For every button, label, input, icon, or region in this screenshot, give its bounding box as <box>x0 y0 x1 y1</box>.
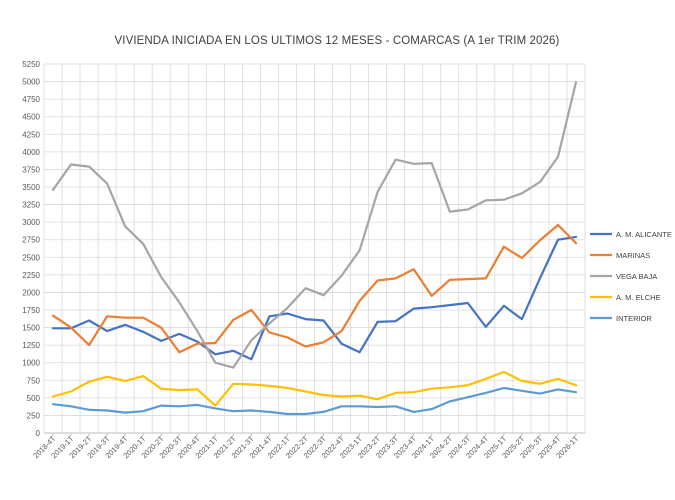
y-tick-label: 2500 <box>22 253 40 262</box>
series-line-a-m-elche <box>51 370 578 407</box>
y-tick-label: 4250 <box>22 130 40 139</box>
axes: 0 250 500 750 1000 1250 1500 1750 2000 2250 2500 27… <box>22 60 585 460</box>
y-tick-label: 1750 <box>22 306 40 315</box>
y-tick-label: 4750 <box>22 95 40 104</box>
legend-label: VEGA BAJA <box>616 272 657 281</box>
y-tick-label: 1500 <box>22 324 40 333</box>
y-tick-label: 3000 <box>22 218 40 227</box>
y-tick-label: 750 <box>27 376 41 385</box>
legend: A. M. ALICANTE MARINAS VEGA BAJA A. M. ELCH… <box>590 230 672 323</box>
y-tick-label: 4500 <box>22 113 40 122</box>
y-tick-label: 2250 <box>22 271 40 280</box>
legend-label: A. M. ELCHE <box>616 293 661 302</box>
chart-title: VIVIENDA INICIADA EN LOS ULTIMOS 12 MESE… <box>115 35 560 47</box>
y-tick-label: 1250 <box>22 341 40 350</box>
y-tick-label: 4000 <box>22 148 40 157</box>
y-tick-label: 3500 <box>22 183 40 192</box>
y-tick-label: 1000 <box>22 359 40 368</box>
legend-label: INTERIOR <box>616 314 652 323</box>
y-tick-label: 3750 <box>22 165 40 174</box>
legend-label: MARINAS <box>616 251 650 260</box>
y-tick-label: 2000 <box>22 288 40 297</box>
series-line-marinas <box>51 223 578 354</box>
series-line-a-m-alicante <box>51 235 578 361</box>
y-tick-label: 3250 <box>22 201 40 210</box>
y-tick-label: 500 <box>27 394 41 403</box>
y-tick-label: 250 <box>27 411 41 420</box>
grid-lines <box>43 63 586 434</box>
series-line-interior <box>51 386 578 416</box>
y-tick-label: 0 <box>36 429 41 438</box>
series-lines <box>51 81 578 416</box>
y-tick-label: 5250 <box>22 60 40 69</box>
y-tick-label: 2750 <box>22 236 40 245</box>
y-tick-label: 5000 <box>22 78 40 87</box>
series-line-vega-baja <box>51 81 578 369</box>
legend-label: A. M. ALICANTE <box>616 230 672 239</box>
